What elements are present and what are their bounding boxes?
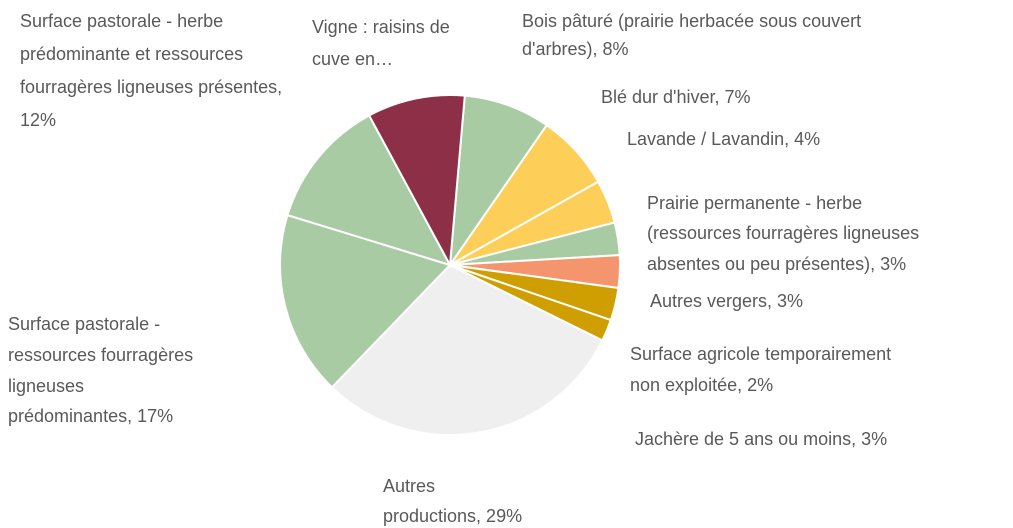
- pie-slice: [367, 94, 466, 269]
- slice-label: non exploitée, 2%: [630, 375, 773, 395]
- slice-label: Surface pastorale -: [8, 314, 160, 334]
- slice-label: Lavande / Lavandin, 4%: [627, 129, 820, 149]
- slice-label: fourragères ligneuses présentes,: [20, 77, 282, 97]
- pie-slice: [330, 263, 604, 436]
- slice-label: Jachère de 5 ans ou moins, 3%: [635, 429, 887, 449]
- slice-label: absentes ou peu présentes), 3%: [647, 254, 906, 274]
- slice-label: Bois pâturé (prairie herbacée sous couve…: [522, 11, 861, 31]
- pie-slice: [448, 94, 549, 269]
- slice-label: Autres vergers, 3%: [650, 291, 803, 311]
- slice-label: Surface agricole temporairement: [630, 344, 891, 364]
- slice-label: Blé dur d'hiver, 7%: [601, 87, 751, 107]
- slice-label: Prairie permanente - herbe: [647, 193, 862, 213]
- slice-label: Vigne : raisins de: [312, 17, 450, 37]
- slice-label: (ressources fourragères ligneuses: [647, 223, 919, 243]
- slice-label: 12%: [20, 110, 56, 130]
- slice-label: Autres: [383, 476, 435, 496]
- slice-label: ligneuses: [8, 376, 84, 396]
- slice-label: Surface pastorale - herbe: [20, 11, 223, 31]
- slice-label: d'arbres), 8%: [522, 39, 628, 59]
- slice-label: productions, 29%: [383, 506, 522, 526]
- pie-slice: [286, 114, 453, 267]
- pie-slice: [279, 213, 452, 389]
- slice-label: ressources fourragères: [8, 345, 193, 365]
- slice-label: cuve en…: [312, 49, 393, 69]
- slice-label: prédominante et ressources: [20, 44, 243, 64]
- slice-label: prédominantes, 17%: [8, 406, 173, 426]
